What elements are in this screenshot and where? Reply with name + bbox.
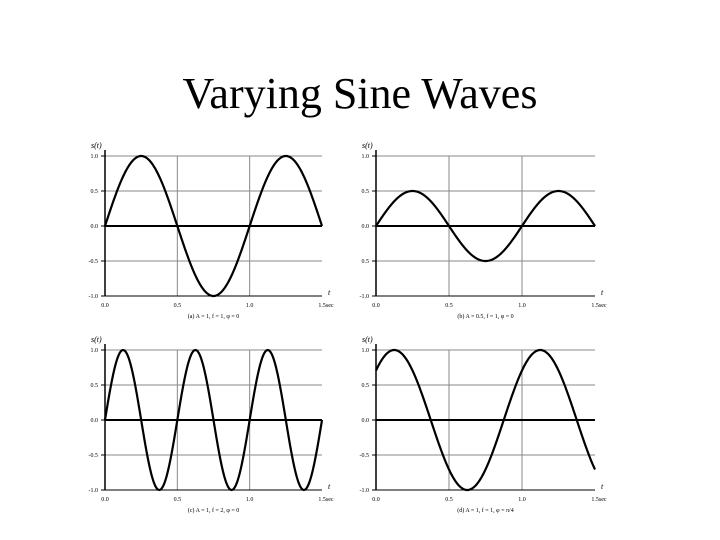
chart-a-ytick-3: -0.5: [89, 259, 99, 265]
slide-title: Varying Sine Waves: [182, 69, 538, 118]
chart-d-xtick-1: 0.5: [445, 497, 453, 503]
chart-b-xlabel: t: [601, 288, 604, 297]
chart-a-ytick-4: -1.0: [89, 294, 99, 300]
chart-d-ytick-1: 0.5: [362, 383, 370, 389]
chart-a-xtick-3: 1.5sec: [318, 303, 333, 309]
chart-c-ytick-3: -0.5: [89, 453, 99, 459]
chart-c-ylabel: s(t): [91, 335, 102, 344]
chart-d-xtick-0: 0.0: [372, 497, 380, 503]
chart-a-ylabel: s(t): [91, 141, 102, 150]
chart-d-sine-curve-0: [375, 348, 596, 492]
chart-a-ytick-0: 1.0: [91, 154, 99, 160]
chart-b-caption: (b) A = 0.5, f = 1, φ = 0: [457, 313, 513, 320]
chart-d-xtick-2: 1.0: [518, 497, 526, 503]
chart-d-ylabel: s(t): [362, 335, 373, 344]
chart-c-xtick-1: 0.5: [174, 497, 182, 503]
chart-c-ytick-4: -1.0: [89, 488, 99, 494]
chart-c-caption: (c) A = 1, f = 2, φ = 0: [188, 507, 239, 514]
chart-a-ytick-2: 0.0: [91, 224, 99, 230]
chart-c-sine-curve-0: [103, 348, 324, 492]
chart-c-xtick-0: 0.0: [101, 497, 109, 503]
chart-c-xtick-3: 1.5sec: [318, 497, 333, 503]
chart-d-xlabel: t: [601, 482, 604, 491]
chart-a-sine-curve-0: [103, 154, 324, 298]
chart-a-ytick-1: 0.5: [91, 189, 99, 195]
chart-c-xtick-2: 1.0: [246, 497, 254, 503]
chart-d-xtick-3: 1.5sec: [591, 497, 606, 503]
chart-d-caption: (d) A = 1, f = 1, φ = π/4: [457, 507, 513, 514]
chart-b-sine-curve-0: [375, 189, 596, 263]
chart-a-xtick-0: 0.0: [101, 303, 109, 309]
chart-b-xtick-3: 1.5sec: [591, 303, 606, 309]
chart-d-ytick-2: 0.0: [362, 418, 370, 424]
chart-d-ytick-0: 1.0: [362, 348, 370, 354]
chart-a-xtick-2: 1.0: [246, 303, 254, 309]
chart-b-ytick-2: 0.0: [362, 224, 370, 230]
chart-b-xtick-1: 0.5: [445, 303, 453, 309]
chart-a-caption: (a) A = 1, f = 1, φ = 0: [188, 313, 239, 320]
chart-a-xtick-1: 0.5: [174, 303, 182, 309]
chart-b-ytick-0: 1.0: [362, 154, 370, 160]
chart-b-ylabel: s(t): [362, 141, 373, 150]
chart-c-ytick-0: 1.0: [91, 348, 99, 354]
chart-c-xlabel: t: [328, 482, 331, 491]
chart-b-xtick-2: 1.0: [518, 303, 526, 309]
chart-c-ytick-2: 0.0: [91, 418, 99, 424]
chart-b-ytick-3: 0.5: [362, 259, 370, 265]
chart-c-ytick-1: 0.5: [91, 383, 99, 389]
chart-a-xlabel: t: [328, 288, 331, 297]
chart-b-xtick-0: 0.0: [372, 303, 380, 309]
chart-d-ytick-4: -1.0: [360, 488, 370, 494]
chart-b-ytick-1: 0.5: [362, 189, 370, 195]
chart-d-ytick-3: -0.5: [360, 453, 370, 459]
chart-b-ytick-4: -1.0: [360, 294, 370, 300]
